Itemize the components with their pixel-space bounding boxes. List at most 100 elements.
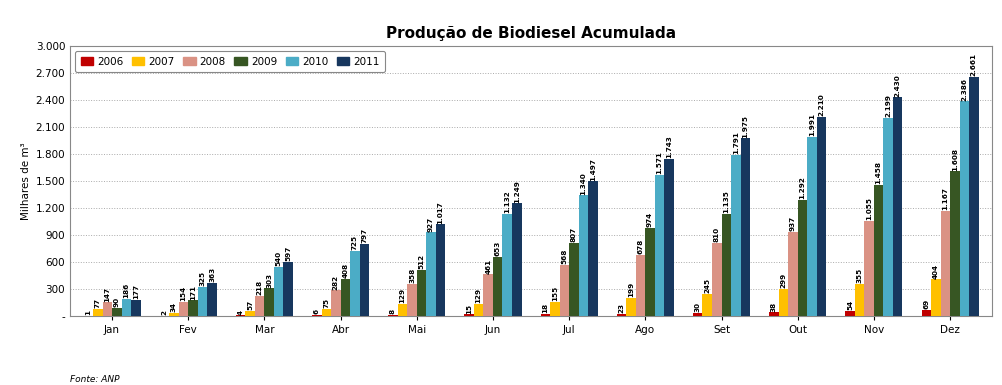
Text: 218: 218 bbox=[257, 280, 263, 295]
Bar bbox=[950, 171, 960, 316]
Y-axis label: Milhares de m³: Milhares de m³ bbox=[21, 142, 31, 220]
Text: 1.975: 1.975 bbox=[742, 115, 748, 137]
Bar bbox=[874, 185, 884, 316]
Bar bbox=[426, 233, 436, 316]
Text: 77: 77 bbox=[95, 298, 101, 308]
Bar bbox=[436, 224, 445, 316]
Bar bbox=[721, 214, 731, 316]
Text: 154: 154 bbox=[180, 286, 186, 301]
Bar bbox=[188, 300, 197, 316]
Bar bbox=[207, 283, 216, 316]
Text: 6: 6 bbox=[314, 309, 320, 315]
Text: 568: 568 bbox=[561, 249, 567, 264]
Bar bbox=[265, 288, 274, 316]
Text: 678: 678 bbox=[637, 239, 643, 254]
Bar bbox=[855, 284, 865, 316]
Text: 1.249: 1.249 bbox=[514, 180, 520, 203]
Bar bbox=[960, 101, 969, 316]
Text: 38: 38 bbox=[771, 301, 777, 311]
Text: 1.743: 1.743 bbox=[666, 136, 672, 158]
Bar bbox=[731, 155, 740, 316]
Bar bbox=[770, 312, 779, 316]
Text: 75: 75 bbox=[324, 298, 330, 308]
Text: 1.055: 1.055 bbox=[866, 197, 872, 220]
Bar bbox=[645, 228, 655, 316]
Bar bbox=[969, 77, 979, 316]
Bar bbox=[569, 243, 579, 316]
Bar bbox=[541, 314, 550, 316]
Text: 653: 653 bbox=[495, 241, 501, 256]
Text: Fonte: ANP: Fonte: ANP bbox=[70, 375, 119, 384]
Text: 4: 4 bbox=[237, 310, 243, 315]
Text: 1.135: 1.135 bbox=[723, 190, 729, 213]
Legend: 2006, 2007, 2008, 2009, 2010, 2011: 2006, 2007, 2008, 2009, 2010, 2011 bbox=[75, 52, 385, 72]
Bar bbox=[588, 181, 598, 316]
Bar bbox=[388, 315, 398, 316]
Bar bbox=[941, 211, 950, 316]
Bar bbox=[779, 289, 789, 316]
Bar bbox=[93, 309, 102, 316]
Text: 54: 54 bbox=[847, 300, 853, 310]
Text: 2.430: 2.430 bbox=[895, 74, 901, 97]
Text: 1.132: 1.132 bbox=[504, 191, 510, 213]
Bar bbox=[417, 270, 426, 316]
Bar bbox=[693, 313, 702, 316]
Text: 30: 30 bbox=[694, 302, 700, 312]
Bar bbox=[884, 118, 893, 316]
Text: 155: 155 bbox=[552, 286, 558, 301]
Text: 408: 408 bbox=[343, 263, 349, 278]
Bar bbox=[579, 195, 588, 316]
Text: 937: 937 bbox=[790, 216, 796, 231]
Bar bbox=[502, 214, 512, 316]
Bar bbox=[483, 274, 493, 316]
Text: 512: 512 bbox=[419, 254, 425, 269]
Text: 2.386: 2.386 bbox=[961, 78, 967, 100]
Bar bbox=[197, 286, 207, 316]
Text: 1.571: 1.571 bbox=[656, 151, 662, 174]
Text: 15: 15 bbox=[466, 303, 472, 314]
Bar bbox=[360, 244, 369, 316]
Bar bbox=[102, 303, 112, 316]
Bar bbox=[893, 97, 903, 316]
Text: 171: 171 bbox=[190, 285, 196, 300]
Bar bbox=[617, 314, 626, 316]
Bar bbox=[865, 221, 874, 316]
Text: 325: 325 bbox=[199, 271, 205, 286]
Text: 810: 810 bbox=[713, 227, 719, 242]
Bar bbox=[846, 311, 855, 316]
Bar bbox=[284, 262, 293, 316]
Text: 1: 1 bbox=[85, 310, 91, 315]
Bar bbox=[655, 174, 664, 316]
Bar bbox=[322, 309, 331, 316]
Text: 186: 186 bbox=[123, 283, 129, 298]
Text: 1.292: 1.292 bbox=[800, 176, 806, 199]
Text: 807: 807 bbox=[571, 228, 577, 243]
Text: 23: 23 bbox=[618, 303, 624, 313]
Bar bbox=[626, 298, 636, 316]
Text: 245: 245 bbox=[704, 278, 710, 293]
Text: 2.199: 2.199 bbox=[885, 94, 891, 117]
Text: 1.791: 1.791 bbox=[732, 131, 738, 154]
Bar bbox=[664, 159, 674, 316]
Text: 1.340: 1.340 bbox=[580, 172, 586, 194]
Bar bbox=[350, 251, 360, 316]
Bar bbox=[112, 308, 121, 316]
Bar bbox=[255, 296, 265, 316]
Text: 1.991: 1.991 bbox=[809, 113, 815, 136]
Bar bbox=[121, 299, 131, 316]
Text: 2.661: 2.661 bbox=[971, 53, 977, 76]
Text: 1.017: 1.017 bbox=[438, 201, 444, 224]
Bar bbox=[493, 257, 502, 316]
Text: 461: 461 bbox=[485, 258, 491, 274]
Text: 1.608: 1.608 bbox=[952, 147, 958, 171]
Text: 404: 404 bbox=[933, 264, 939, 279]
Bar bbox=[398, 304, 407, 316]
Bar bbox=[560, 264, 569, 316]
Bar bbox=[817, 117, 827, 316]
Bar bbox=[922, 310, 931, 316]
Text: 199: 199 bbox=[628, 282, 634, 297]
Text: 725: 725 bbox=[352, 235, 358, 250]
Text: 90: 90 bbox=[114, 297, 120, 307]
Text: 282: 282 bbox=[333, 275, 339, 290]
Bar bbox=[550, 302, 560, 316]
